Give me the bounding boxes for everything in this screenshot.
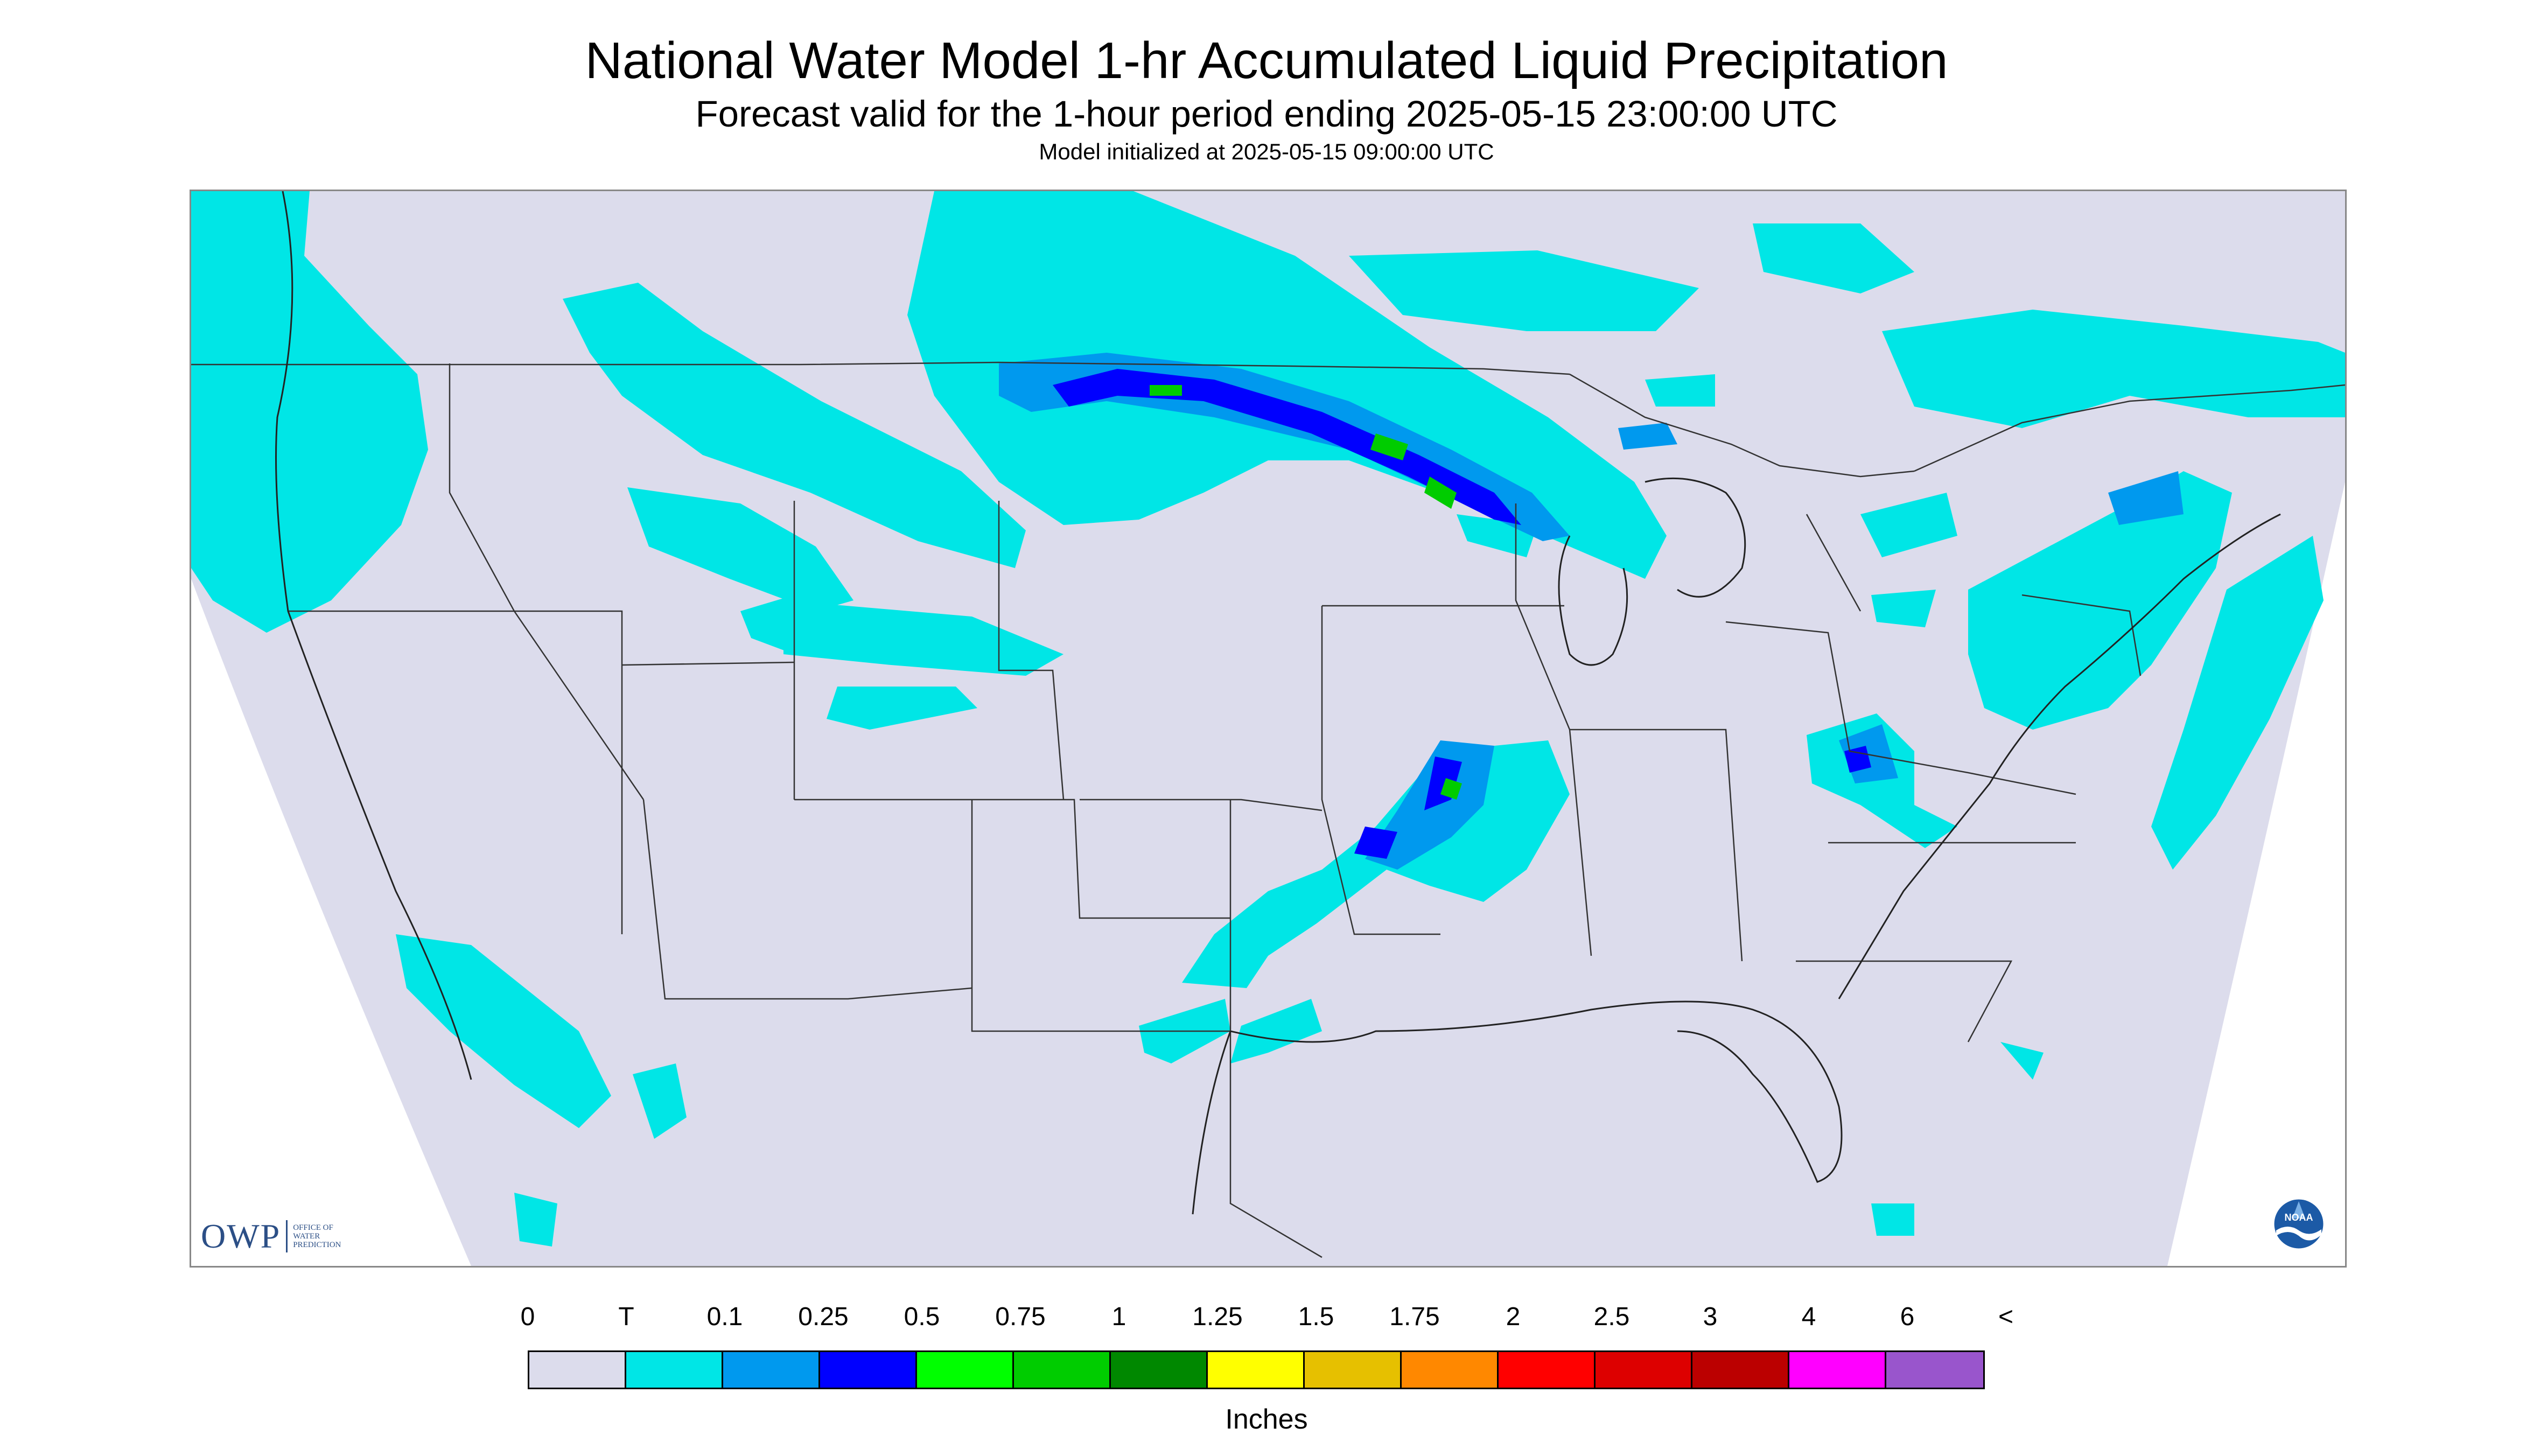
- precip-moderate-areas: [1053, 369, 1871, 859]
- owp-logo-divider: [286, 1220, 288, 1252]
- political-borders: [191, 361, 2345, 1258]
- legend-swatch: [1014, 1352, 1111, 1388]
- legend-swatch: [1886, 1352, 1983, 1388]
- legend-swatch: [1789, 1352, 1886, 1388]
- legend-swatch: [1305, 1352, 1402, 1388]
- legend-swatch: [1499, 1352, 1596, 1388]
- legend-tick-label: 0.1: [706, 1303, 743, 1331]
- legend-tick-label: 0: [520, 1303, 535, 1331]
- legend-swatch: [1208, 1352, 1305, 1388]
- legend-swatch: [1402, 1352, 1499, 1388]
- forecast-valid-subtitle: Forecast valid for the 1-hour period end…: [695, 93, 1838, 135]
- legend-swatch: [820, 1352, 917, 1388]
- legend-colorbar: [528, 1350, 1985, 1389]
- legend-swatch: [723, 1352, 820, 1388]
- legend-swatch: [917, 1352, 1014, 1388]
- model-init-text: Model initialized at 2025-05-15 09:00:00…: [1039, 139, 1494, 164]
- legend-swatch: [529, 1352, 626, 1388]
- legend-tick-label: 0.25: [798, 1303, 849, 1331]
- noaa-logo-text: NOAA: [2285, 1212, 2313, 1223]
- legend-swatch: [1111, 1352, 1208, 1388]
- coastlines: [275, 191, 2281, 1215]
- precip-heavy-areas: [1150, 385, 1462, 800]
- legend-tick-label: T: [618, 1303, 634, 1331]
- chart-title: National Water Model 1-hr Accumulated Li…: [585, 32, 1948, 89]
- legend-swatch: [1596, 1352, 1692, 1388]
- legend-swatch: [626, 1352, 723, 1388]
- legend-unit-label: Inches: [1225, 1404, 1308, 1435]
- owp-logo-text: OWP: [201, 1217, 281, 1255]
- legend-tick-label: 4: [1801, 1303, 1816, 1331]
- legend-tick-label: 1.75: [1389, 1303, 1440, 1331]
- legend-swatch: [1692, 1352, 1789, 1388]
- legend-tick-label: 3: [1703, 1303, 1718, 1331]
- precipitation-map: OWP OFFICE OF WATER PREDICTION NOAA: [190, 190, 2347, 1268]
- map-canvas: [191, 191, 2345, 1266]
- legend-tick-label: 0.5: [904, 1303, 940, 1331]
- legend-tick-label: 0.75: [995, 1303, 1046, 1331]
- legend-tick-label: 2.5: [1593, 1303, 1630, 1331]
- legend-tick-label: 1.25: [1192, 1303, 1243, 1331]
- legend-tick-label: 2: [1506, 1303, 1521, 1331]
- owp-logo: OWP OFFICE OF WATER PREDICTION: [201, 1216, 341, 1256]
- noaa-logo: NOAA: [2272, 1198, 2325, 1250]
- legend-tick-label: <: [1998, 1303, 2014, 1331]
- legend-tick-label: 1: [1111, 1303, 1126, 1331]
- legend-tick-labels: 0 T 0.1 0.25 0.5 0.75 1 1.25 1.5 1.75 2 2.5 3 4 6 <: [0, 1302, 2533, 1340]
- legend-tick-label: 1.5: [1298, 1303, 1334, 1331]
- legend-tick-label: 6: [1900, 1303, 1915, 1331]
- owp-logo-subtext: OFFICE OF WATER PREDICTION: [293, 1223, 341, 1249]
